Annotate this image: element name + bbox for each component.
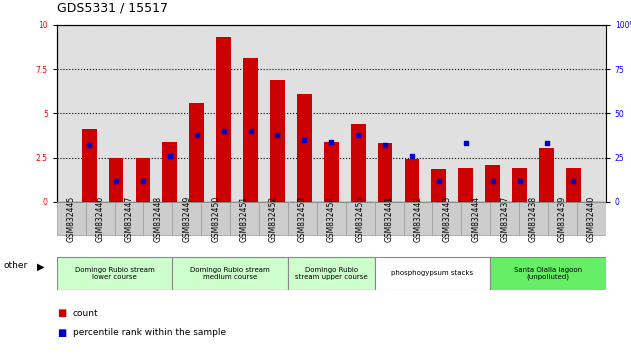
Bar (57, 202, 86, 235)
Bar (539, 148, 554, 202)
Point (299, 137, 309, 143)
Point (245, 128, 256, 134)
Point (461, 141, 471, 146)
Bar (432, 169, 446, 202)
Bar (404, 159, 420, 202)
Text: Santa Olalla lagoon
(unpolluted): Santa Olalla lagoon (unpolluted) (514, 267, 582, 280)
Point (326, 139, 336, 144)
Bar (109, 158, 124, 202)
Text: GSM832440: GSM832440 (587, 195, 596, 242)
Bar (324, 142, 339, 202)
Bar (351, 124, 365, 202)
Text: GSM832444: GSM832444 (471, 195, 480, 242)
Text: ■: ■ (57, 308, 66, 318)
Point (407, 153, 417, 159)
Bar (172, 257, 288, 290)
Text: GSM832446: GSM832446 (96, 195, 105, 242)
Point (488, 178, 498, 183)
Text: GSM832445: GSM832445 (67, 195, 76, 242)
Point (111, 178, 121, 183)
Point (218, 128, 228, 134)
Text: ▶: ▶ (37, 262, 44, 272)
Text: GSM832439: GSM832439 (558, 195, 567, 242)
Bar (458, 168, 473, 202)
Point (84, 142, 94, 148)
Point (138, 178, 148, 183)
Bar (519, 202, 548, 235)
Point (165, 153, 175, 159)
Bar (461, 202, 490, 235)
Bar (115, 202, 143, 235)
Text: GSM832450: GSM832450 (211, 195, 220, 242)
Bar (143, 202, 172, 235)
Text: GSM832443: GSM832443 (442, 195, 451, 242)
Text: GSM832453: GSM832453 (298, 195, 307, 242)
Text: Domingo Rubio stream
medium course: Domingo Rubio stream medium course (191, 267, 270, 280)
Bar (375, 257, 490, 290)
Text: GSM832452: GSM832452 (269, 195, 278, 242)
Bar (270, 80, 285, 202)
Bar (259, 202, 288, 235)
Bar (86, 202, 115, 235)
Bar (317, 202, 346, 235)
Bar (490, 202, 519, 235)
Point (353, 132, 363, 137)
Bar (189, 103, 204, 202)
Bar (288, 202, 317, 235)
Point (273, 132, 283, 137)
Point (569, 178, 579, 183)
Bar (432, 202, 461, 235)
Text: GSM832451: GSM832451 (240, 195, 249, 242)
Bar (216, 37, 231, 202)
Text: GSM832449: GSM832449 (182, 195, 191, 242)
Text: GSM832454: GSM832454 (327, 195, 336, 242)
Text: GDS5331 / 15517: GDS5331 / 15517 (57, 1, 168, 14)
Bar (136, 158, 150, 202)
Point (192, 132, 202, 137)
Bar (82, 129, 97, 202)
Bar (375, 202, 403, 235)
Bar (548, 202, 577, 235)
Bar (57, 257, 172, 290)
Text: GSM832437: GSM832437 (500, 195, 509, 242)
Bar (346, 202, 375, 235)
Bar (162, 143, 177, 202)
Text: GSM832438: GSM832438 (529, 195, 538, 242)
Text: Domingo Rubio
stream upper course: Domingo Rubio stream upper course (295, 267, 368, 280)
Bar (485, 166, 500, 202)
Text: GSM832447: GSM832447 (124, 195, 134, 242)
Bar (172, 202, 201, 235)
Text: GSM832442: GSM832442 (413, 195, 422, 242)
Bar (512, 168, 527, 202)
Text: percentile rank within the sample: percentile rank within the sample (73, 328, 226, 337)
Text: Domingo Rubio stream
lower course: Domingo Rubio stream lower course (74, 267, 155, 280)
Point (514, 178, 524, 183)
Bar (201, 202, 230, 235)
Bar (403, 202, 432, 235)
Bar (243, 58, 258, 202)
Bar (288, 257, 375, 290)
Bar (577, 202, 606, 235)
Text: phosphogypsum stacks: phosphogypsum stacks (391, 270, 473, 276)
Point (380, 142, 390, 148)
Bar (297, 94, 312, 202)
Text: GSM832441: GSM832441 (384, 195, 394, 242)
Text: count: count (73, 309, 98, 318)
Text: other: other (3, 261, 27, 270)
Bar (230, 202, 259, 235)
Bar (566, 168, 581, 202)
Bar (378, 143, 392, 202)
Point (541, 141, 551, 146)
Text: GSM832448: GSM832448 (153, 195, 162, 242)
Point (434, 178, 444, 183)
Bar (490, 257, 606, 290)
Text: GSM832455: GSM832455 (356, 195, 365, 242)
Text: ■: ■ (57, 328, 66, 338)
